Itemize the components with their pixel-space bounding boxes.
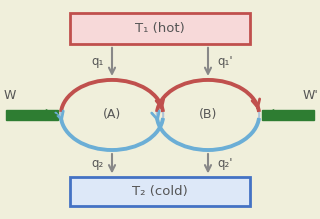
Text: (B): (B)	[199, 108, 217, 122]
Text: W: W	[4, 89, 16, 102]
FancyBboxPatch shape	[70, 177, 250, 206]
Text: q₁: q₁	[92, 55, 104, 68]
Text: (A): (A)	[103, 108, 121, 122]
Text: W': W'	[302, 89, 318, 102]
FancyBboxPatch shape	[70, 13, 250, 44]
Text: T₂ (cold): T₂ (cold)	[132, 185, 188, 198]
Text: q₂': q₂'	[218, 157, 233, 170]
FancyArrow shape	[6, 110, 58, 120]
FancyArrow shape	[262, 110, 314, 120]
Text: q₁': q₁'	[218, 55, 233, 68]
Text: q₂: q₂	[92, 157, 104, 170]
Text: T₁ (hot): T₁ (hot)	[135, 22, 185, 35]
